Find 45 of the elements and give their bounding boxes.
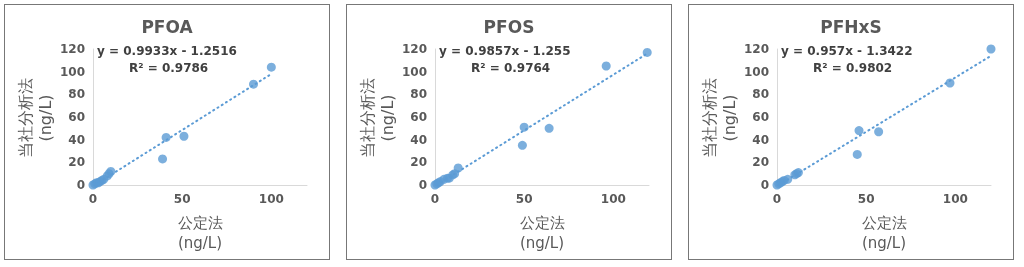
y-tick-label: 20 [68,155,85,170]
x-tick-label: 0 [772,192,782,206]
annotation: R² = 0.9786 [129,61,209,75]
chart-title: PFHxS [820,16,882,37]
annotation: y = 0.9857x - 1.255 [439,44,571,58]
y-tick-label: 120 [401,42,427,56]
y-tick-label: 0 [760,178,769,192]
annotation: R² = 0.9802 [813,61,893,75]
y-tick-label: 0 [76,178,85,192]
y-tick-label: 40 [410,132,427,147]
y-tick-label: 120 [59,42,85,56]
x-tick-label: 100 [258,192,284,206]
y-tick-label: 80 [410,87,427,102]
y-axis-title: 当社分析法 (ng/L) [357,78,397,158]
y-tick-label: 120 [743,42,769,56]
y-tick-label: 60 [68,110,85,124]
y-tick-label: 80 [68,87,85,102]
y-tick-label: 100 [59,64,85,79]
annotation: y = 0.957x - 1.3422 [781,44,913,58]
x-axis-title: 公定法 (ng/L) [519,214,565,252]
x-axis-title: 公定法 (ng/L) [861,214,907,252]
x-tick-label: 50 [857,192,875,206]
chart-title: PFOS [483,16,535,37]
y-axis-title: 当社分析法 (ng/L) [15,78,55,158]
x-tick-label: 100 [942,192,968,206]
y-tick-label: 20 [752,155,769,170]
y-tick-label: 20 [410,155,427,170]
y-tick-label: 60 [752,110,769,124]
y-tick-label: 100 [743,64,769,79]
annotation: y = 0.9933x - 1.2516 [97,44,237,58]
y-tick-label: 0 [418,178,427,192]
x-tick-label: 0 [430,192,440,206]
x-tick-label: 50 [515,192,533,206]
annotation: R² = 0.9764 [471,61,551,75]
y-tick-label: 80 [752,87,769,102]
x-tick-label: 50 [173,192,191,206]
chart-title: PFOA [141,16,194,37]
y-tick-label: 40 [752,132,769,147]
x-tick-label: 0 [88,192,98,206]
y-tick-label: 100 [401,64,427,79]
y-axis-title: 当社分析法 (ng/L) [699,78,739,158]
x-tick-label: 100 [600,192,626,206]
y-tick-label: 40 [68,132,85,147]
y-tick-label: 60 [410,110,427,124]
x-axis-title: 公定法 (ng/L) [177,214,223,252]
